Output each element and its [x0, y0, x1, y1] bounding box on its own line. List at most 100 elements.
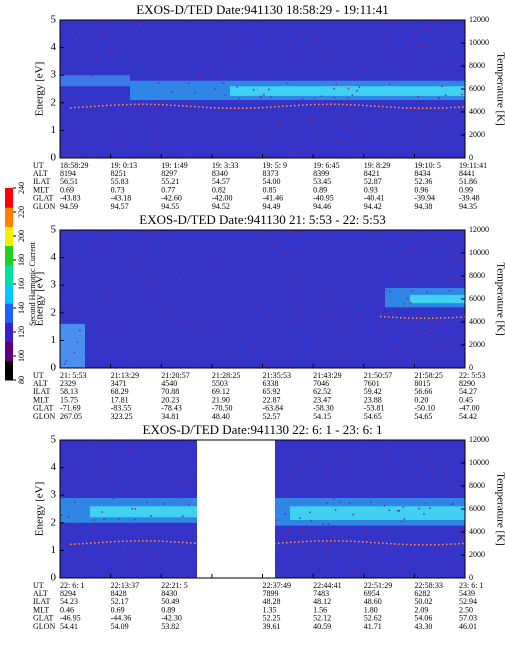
colorbar-segment	[5, 188, 13, 208]
row-label: UT	[33, 161, 44, 170]
y-axis-label: Energy [eV]	[34, 272, 46, 326]
row-label: GLON	[33, 622, 55, 631]
temperature-dot	[94, 542, 96, 544]
table-value: -58.30	[313, 404, 334, 413]
temperature-dot	[386, 106, 388, 108]
noise-dot	[457, 311, 459, 313]
table-value: 94.35	[459, 202, 477, 211]
noise-dot	[92, 243, 95, 246]
noise-dot	[299, 270, 302, 272]
table-value: -41.46	[263, 194, 284, 203]
noise-dot	[383, 504, 386, 507]
table-value: 21:13:29	[111, 371, 139, 380]
noise-dot	[412, 248, 414, 250]
noise-dot	[383, 528, 386, 530]
noise-dot	[394, 492, 397, 495]
table-value: 2.50	[459, 605, 473, 614]
noise-dot	[141, 245, 144, 248]
noise-dot	[105, 457, 108, 459]
noise-dot	[248, 129, 251, 132]
table-value: 0.85	[263, 185, 277, 194]
noise-dot	[275, 323, 278, 325]
table-value: 8373	[263, 169, 279, 178]
noise-dot	[210, 65, 212, 68]
temperature-dot	[314, 103, 316, 106]
noise-dot	[163, 356, 165, 358]
table-value: 54.27	[459, 387, 477, 396]
noise-dot	[259, 97, 261, 99]
noise-dot	[208, 62, 211, 65]
noise-dot	[198, 110, 201, 112]
table-value: -63.84	[263, 404, 284, 413]
noise-dot	[291, 568, 294, 571]
noise-dot	[341, 326, 344, 328]
temperature-dot	[378, 542, 380, 544]
temperature-dot	[398, 106, 400, 109]
table-value: 48.60	[364, 597, 382, 606]
noise-dot	[419, 283, 421, 285]
noise-dot	[444, 94, 447, 97]
noise-dot	[301, 464, 304, 466]
noise-dot	[60, 145, 62, 147]
noise-dot	[280, 74, 282, 77]
noise-dot	[432, 478, 434, 481]
row-label: ILAT	[33, 177, 50, 186]
temperature-dot	[146, 540, 148, 542]
noise-dot	[438, 482, 440, 485]
table-value: -71.69	[60, 404, 81, 413]
temperature-dot	[198, 106, 200, 108]
spectrogram-band	[60, 75, 130, 87]
noise-dot	[301, 98, 304, 100]
noise-dot	[460, 30, 463, 32]
noise-dot	[369, 240, 372, 242]
noise-dot	[230, 111, 232, 114]
noise-dot	[157, 458, 160, 461]
noise-dot	[150, 515, 152, 517]
noise-dot	[418, 477, 421, 479]
table-value: 94.38	[414, 202, 432, 211]
y2-tick-label: 10000	[469, 248, 489, 257]
noise-dot	[423, 513, 425, 515]
noise-dot	[307, 50, 309, 53]
noise-dot	[398, 35, 401, 37]
temperature-dot	[290, 105, 292, 107]
noise-dot	[390, 473, 392, 476]
temperature-dot	[126, 103, 128, 106]
noise-dot	[218, 256, 220, 259]
y2-axis-label: Temperature [K]	[494, 262, 505, 335]
noise-dot	[370, 488, 373, 490]
noise-dot	[135, 329, 137, 332]
noise-dot	[452, 502, 454, 505]
noise-dot	[310, 119, 312, 122]
table-value: 15.75	[60, 395, 78, 404]
y2-tick-label: 0	[469, 363, 473, 372]
noise-dot	[333, 498, 335, 500]
noise-dot	[440, 345, 443, 347]
noise-dot	[279, 358, 281, 360]
temperature-dot	[202, 106, 204, 108]
spectrogram-band	[230, 86, 465, 96]
noise-dot	[194, 92, 196, 94]
noise-dot	[418, 274, 421, 276]
noise-dot	[299, 302, 302, 305]
table-value: 6338	[263, 379, 279, 388]
noise-dot	[106, 471, 108, 473]
noise-dot	[67, 247, 69, 249]
noise-dot	[247, 20, 250, 22]
table-value: 22:13:37	[111, 581, 139, 590]
table-value: 22:51:29	[364, 581, 392, 590]
noise-dot	[427, 248, 430, 250]
table-value: 0.96	[414, 185, 428, 194]
noise-dot	[133, 489, 136, 492]
table-value: 267.05	[60, 412, 82, 421]
noise-dot	[202, 327, 204, 330]
temperature-dot	[406, 543, 408, 546]
noise-dot	[297, 527, 300, 529]
noise-dot	[309, 456, 312, 458]
noise-dot	[127, 449, 129, 452]
colorbar-segment	[5, 341, 13, 362]
noise-dot	[217, 324, 219, 326]
noise-dot	[460, 533, 463, 536]
y-tick-label: 2	[51, 516, 57, 528]
noise-dot	[382, 110, 385, 112]
